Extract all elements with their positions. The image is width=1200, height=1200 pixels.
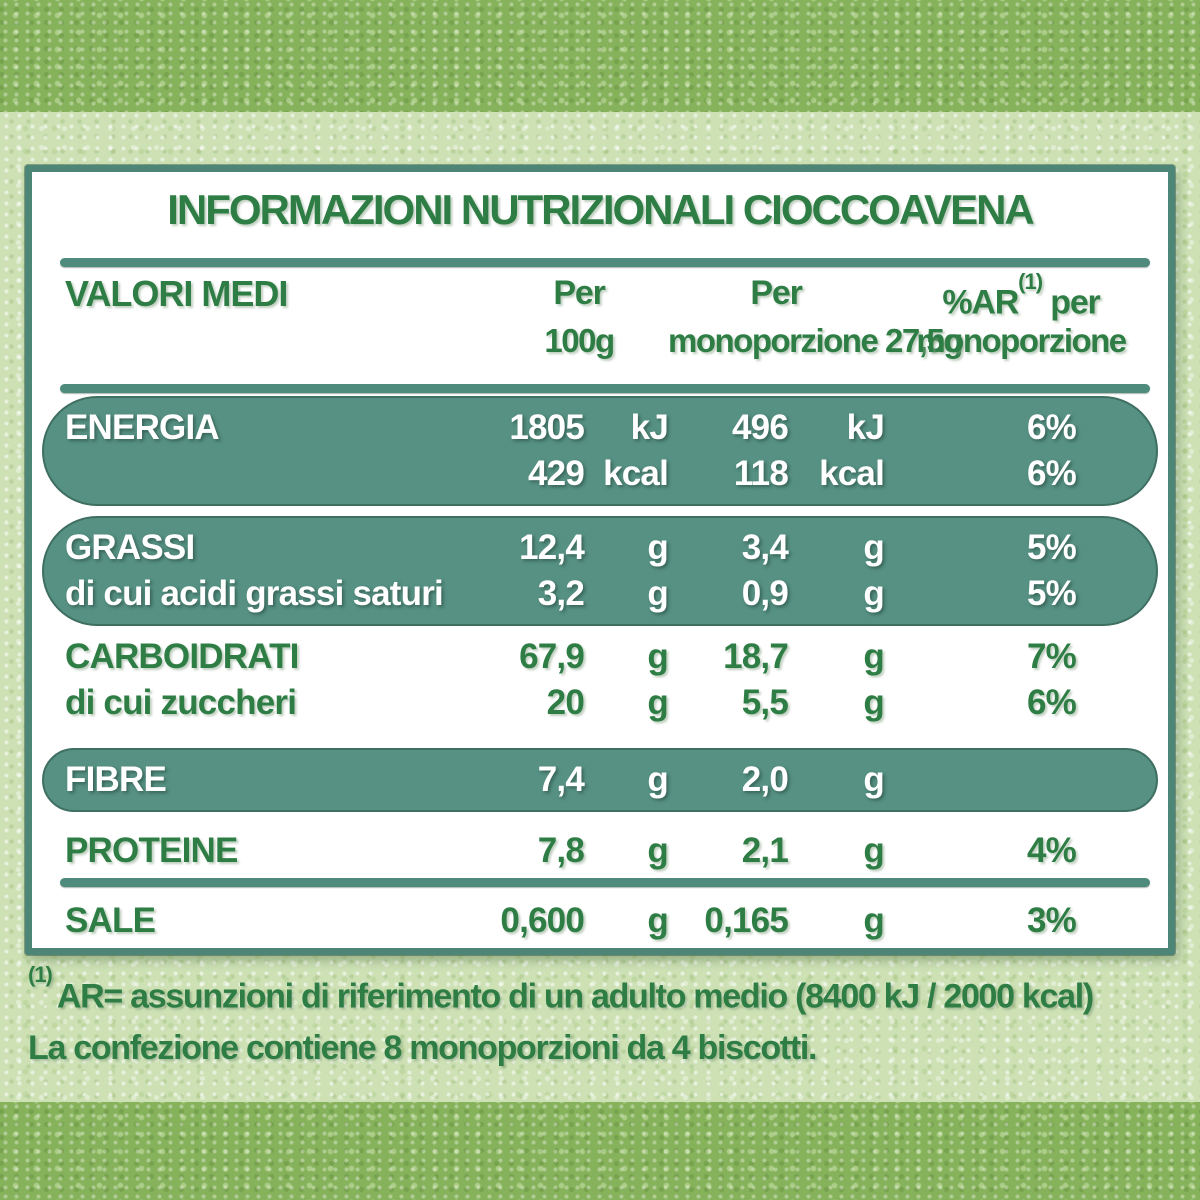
nutrient-label: SALE	[65, 901, 156, 940]
unit-per-100g: g	[647, 528, 668, 567]
unit-per-100g: g	[647, 831, 668, 870]
value-per-serving: 3,4	[741, 528, 789, 567]
percent-ar-value	[884, 757, 1136, 803]
percent-ar-value: 6%	[1027, 454, 1077, 493]
row-sale: SALE 0,600 g 0,165 g 3%	[65, 898, 1136, 944]
row-fibre-line1: FIBRE 7,4 g 2,0 g	[65, 757, 1156, 803]
table-title: INFORMAZIONI NUTRIZIONALI CIOCCOAVENA	[167, 186, 1035, 233]
nutrient-label	[65, 451, 490, 497]
value-per-100g: 20	[546, 683, 585, 722]
row-energia-line1: ENERGIA 1805 kJ 496 kJ 6%	[65, 405, 1156, 451]
nutrient-label: ENERGIA	[65, 408, 220, 447]
value-per-serving: 496	[732, 408, 789, 447]
percent-ar-value: 6%	[1027, 683, 1077, 722]
unit-per-100g: kJ	[630, 408, 669, 447]
divider-below-title	[60, 258, 1150, 267]
unit-per-100g: g	[647, 574, 668, 613]
unit-per-100g: g	[647, 637, 668, 676]
footnote-ar-text: AR= assunzioni di riferimento di un adul…	[56, 977, 1094, 1016]
nutrient-label: CARBOIDRATI	[65, 637, 299, 676]
percent-ar-value: 5%	[1027, 574, 1077, 613]
divider-above-sale	[60, 878, 1150, 887]
percent-ar-prefix: %AR	[942, 283, 1019, 322]
footnote-marker: (1)	[28, 962, 53, 987]
percent-ar-value: 4%	[1027, 831, 1077, 870]
percent-ar-line1: %AR(1) per	[906, 269, 1136, 321]
column-header-per-monoporzione: Per monoporzione 27,5g	[668, 270, 963, 364]
percent-ar-value: 6%	[1027, 408, 1077, 447]
unit-per-100g: g	[647, 683, 668, 722]
value-per-100g: 7,4	[537, 760, 585, 799]
value-per-serving: 2,1	[741, 831, 789, 870]
value-per-serving: 0,165	[704, 901, 788, 940]
row-energia: ENERGIA 1805 kJ 496 kJ 6% 429 kcal 118 k…	[42, 396, 1158, 506]
valori-medi-label: VALORI MEDI	[65, 273, 288, 314]
value-per-100g: 67,9	[519, 637, 585, 676]
row-proteine: PROTEINE 7,8 g 2,1 g 4%	[65, 828, 1136, 874]
percent-ar-value: 7%	[1027, 637, 1077, 676]
unit-per-serving: kJ	[846, 408, 885, 447]
value-per-serving: 2,0	[741, 760, 789, 799]
per-100g-line1: Per	[553, 274, 605, 312]
percent-ar-value: 5%	[1027, 528, 1077, 567]
row-carboidrati-zuccheri: di cui zuccheri 20 g 5,5 g 6%	[65, 680, 1136, 726]
row-energia-line2: 429 kcal 118 kcal 6%	[65, 451, 1156, 497]
value-per-serving: 0,9	[741, 574, 789, 613]
percent-ar-line2: monoporzione	[916, 322, 1127, 359]
column-header-per-100g: Per 100g	[490, 270, 668, 364]
per-100g-line2: 100g	[544, 322, 615, 359]
unit-per-serving: g	[863, 901, 884, 940]
percent-ar-footnote-marker: (1)	[1018, 269, 1043, 294]
footnotes: (1)AR= assunzioni di riferimento di un a…	[28, 962, 1183, 1074]
value-per-100g: 429	[528, 454, 585, 493]
nutrient-label: FIBRE	[65, 760, 167, 799]
unit-per-serving: g	[863, 831, 884, 870]
nutrient-label: GRASSI	[65, 528, 195, 567]
unit-per-100g: g	[647, 901, 668, 940]
column-header-valori-medi: VALORI MEDI	[65, 270, 490, 364]
nutrition-table-panel: INFORMAZIONI NUTRIZIONALI CIOCCOAVENA VA…	[25, 165, 1175, 955]
value-per-100g: 7,8	[537, 831, 585, 870]
nutrient-label: PROTEINE	[65, 831, 238, 870]
unit-per-serving: g	[863, 683, 884, 722]
row-fibre: FIBRE 7,4 g 2,0 g	[42, 748, 1158, 812]
row-sale-line1: SALE 0,600 g 0,165 g 3%	[65, 898, 1136, 944]
package-texture-band-bottom	[0, 1102, 1200, 1200]
footnote-package-contents: La confezione contiene 8 monoporzioni da…	[28, 1029, 817, 1068]
row-carboidrati: CARBOIDRATI 67,9 g 18,7 g 7% di cui zucc…	[65, 634, 1136, 726]
value-per-100g: 1805	[509, 408, 584, 447]
row-grassi: GRASSI 12,4 g 3,4 g 5% di cui acidi gras…	[42, 516, 1158, 626]
value-per-100g: 12,4	[519, 528, 585, 567]
divider-below-header	[60, 384, 1150, 393]
unit-per-serving: kcal	[819, 454, 885, 493]
value-per-serving: 18,7	[723, 637, 789, 676]
nutrient-sublabel: di cui zuccheri	[65, 683, 297, 722]
per-monoporzione-line1: Per	[750, 274, 802, 312]
percent-ar-suffix: per	[1050, 283, 1101, 322]
unit-per-serving: g	[863, 760, 884, 799]
per-monoporzione-line2: monoporzione 27,5g	[668, 322, 963, 359]
value-per-serving: 118	[733, 454, 789, 493]
footnote-ar-definition: (1)AR= assunzioni di riferimento di un a…	[28, 962, 1183, 1022]
row-grassi-saturi: di cui acidi grassi saturi 3,2 g 0,9 g 5…	[65, 571, 1156, 617]
unit-per-100g: kcal	[603, 454, 669, 493]
row-carboidrati-line1: CARBOIDRATI 67,9 g 18,7 g 7%	[65, 634, 1136, 680]
unit-per-serving: g	[863, 528, 884, 567]
table-header-row: VALORI MEDI Per 100g Per monoporzione 27…	[65, 269, 1136, 364]
column-header-percent-ar: %AR(1) per monoporzione	[884, 269, 1136, 364]
value-per-100g: 0,600	[500, 901, 584, 940]
package-texture-band-top	[0, 0, 1200, 112]
percent-ar-value: 3%	[1027, 901, 1077, 940]
row-grassi-line1: GRASSI 12,4 g 3,4 g 5%	[65, 525, 1156, 571]
unit-per-serving: g	[863, 574, 884, 613]
value-per-100g: 3,2	[537, 574, 585, 613]
row-proteine-line1: PROTEINE 7,8 g 2,1 g 4%	[65, 828, 1136, 874]
value-per-serving: 5,5	[741, 683, 789, 722]
unit-per-100g: g	[647, 760, 668, 799]
unit-per-serving: g	[863, 637, 884, 676]
nutrient-sublabel: di cui acidi grassi saturi	[65, 574, 444, 613]
